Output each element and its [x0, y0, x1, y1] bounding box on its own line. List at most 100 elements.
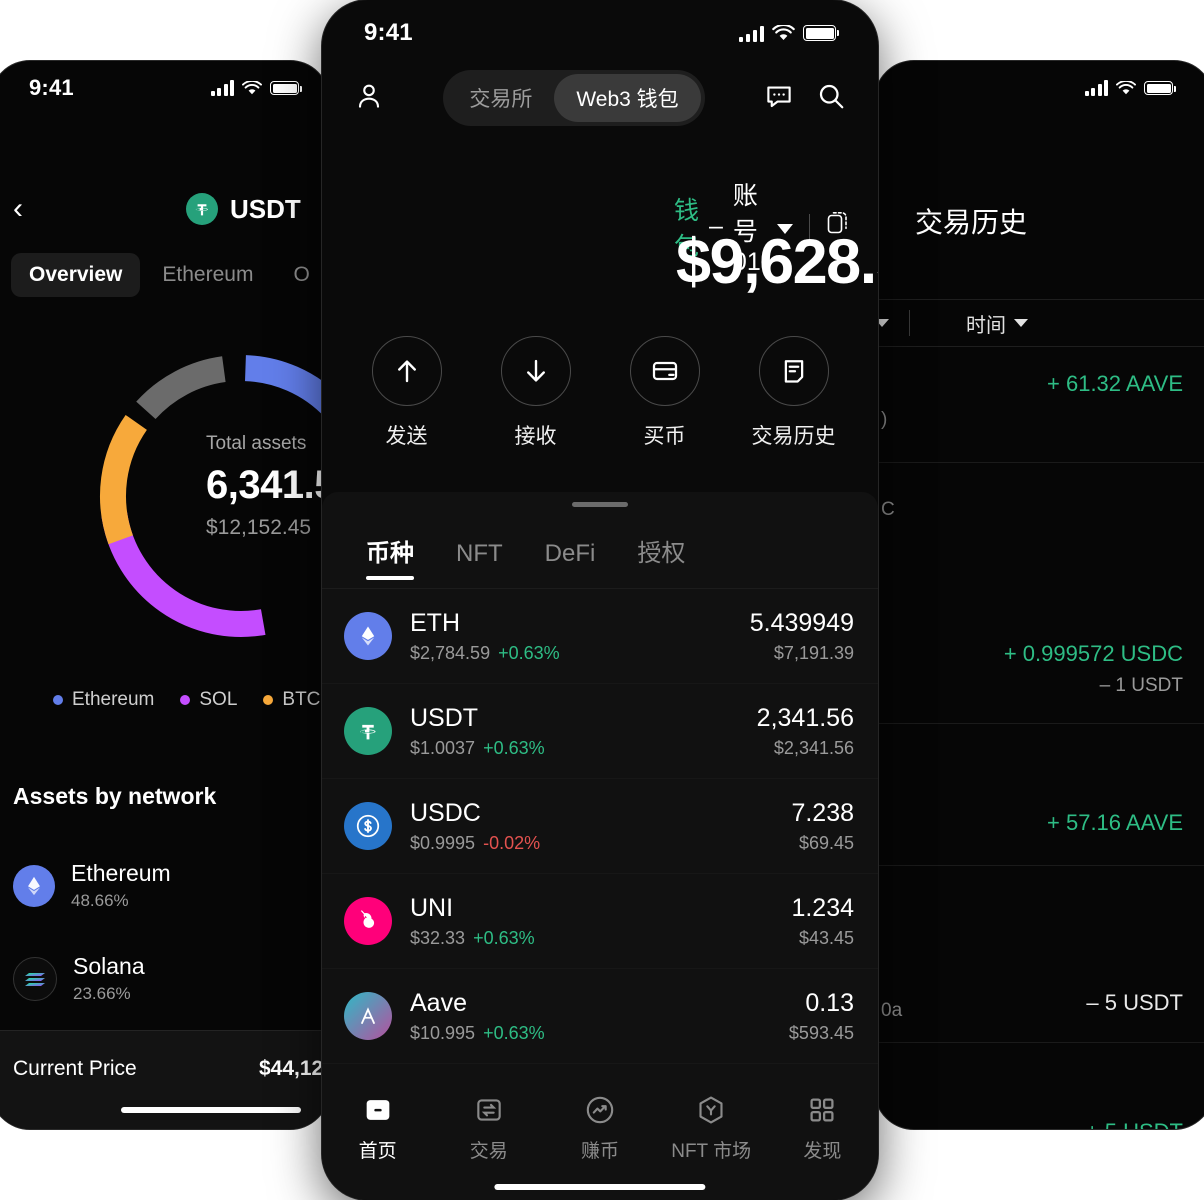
- token-info: Aave $10.995 +0.63%: [410, 989, 789, 1044]
- donut-legend: Ethereum SOL BTC: [53, 689, 320, 711]
- nav-trade[interactable]: 交易: [439, 1090, 539, 1163]
- legend-dot-sol: [180, 694, 191, 705]
- token-price-row: $0.9995 -0.02%: [410, 833, 791, 854]
- status-icons: [210, 80, 302, 96]
- action-history-label: 交易历史: [751, 425, 836, 448]
- filter-time-label: 时间: [966, 314, 1006, 337]
- legend-item-sol: SOL: [180, 689, 237, 711]
- token-change: -0.02%: [483, 832, 541, 853]
- nav-earn-label: 赚币: [580, 1141, 619, 1162]
- table-row[interactable]: – 5 USDT 0a: [875, 866, 1204, 1043]
- swap-icon: [439, 1090, 539, 1130]
- nft-hexagon-icon: [661, 1090, 761, 1130]
- chevron-down-icon[interactable]: [777, 212, 794, 241]
- left-title-text: USDT: [230, 193, 301, 224]
- token-change: +0.63%: [483, 1022, 545, 1043]
- wallet-dash: –: [709, 212, 723, 240]
- aave-icon: [344, 992, 392, 1040]
- nav-trade-label: 交易: [469, 1141, 508, 1162]
- token-amount: 1.234: [791, 893, 854, 922]
- nav-discover[interactable]: 发现: [772, 1090, 872, 1163]
- battery-icon: [1144, 81, 1176, 95]
- list-item[interactable]: ETH $2,784.59 +0.63% 5.439949 $7,191.39: [322, 589, 878, 684]
- tx-hash: C: [881, 499, 895, 520]
- wallet-action-buttons: 发送 接收: [322, 336, 878, 450]
- action-buy-label: 买币: [643, 425, 686, 448]
- person-icon[interactable]: [354, 81, 384, 116]
- sheet-grabber[interactable]: [572, 502, 628, 507]
- network-text-ethereum: Ethereum 48.66%: [71, 860, 171, 911]
- right-phone-screen: 交易历史 时间 + 61.32 AAVE ) + 0.999572 USDC –…: [875, 61, 1204, 1129]
- earn-chart-icon: [550, 1090, 650, 1130]
- table-row[interactable]: + 5 USDT ba86: [875, 1043, 1204, 1129]
- search-icon[interactable]: [816, 81, 846, 116]
- network-row-solana[interactable]: Solana 23.66%: [13, 932, 329, 1025]
- list-item[interactable]: Aave $10.995 +0.63% 0.13 $593.45: [322, 969, 878, 1064]
- list-item[interactable]: USDC $0.9995 -0.02% 7.238 $69.45: [322, 779, 878, 874]
- segment-exchange[interactable]: 交易所: [469, 88, 533, 111]
- home-indicator: [494, 1184, 706, 1190]
- token-price-row: $2,784.59 +0.63%: [410, 643, 750, 664]
- token-amount: 7.238: [791, 798, 854, 827]
- tab-nft[interactable]: NFT: [456, 540, 503, 567]
- token-fiat: $593.45: [788, 1022, 854, 1043]
- tab-tokens[interactable]: 币种: [366, 533, 414, 580]
- wallet-total-balance: $9,628.52: [676, 227, 878, 297]
- table-row[interactable]: + 0.999572 USDC – 1 USDT C: [875, 463, 1204, 724]
- tab-defi[interactable]: DeFi: [544, 540, 596, 567]
- token-info: USDC $0.9995 -0.02%: [410, 799, 791, 854]
- wallet-account-selector: 钱包 – 账号 01: [322, 176, 850, 277]
- table-row[interactable]: + 61.32 AAVE ): [875, 345, 1204, 463]
- center-phone-web3-wallet: 9:41 交易所: [322, 0, 878, 1200]
- donut-svg: [99, 355, 329, 637]
- transaction-history-title: 交易历史: [915, 207, 1028, 238]
- network-row-ethereum[interactable]: Ethereum 48.66%: [13, 839, 329, 932]
- donut-total-fiat: $12,152.45: [206, 516, 312, 539]
- action-send[interactable]: 发送: [352, 336, 462, 450]
- tab-ethereum[interactable]: Ethereum: [162, 263, 254, 286]
- tab-other[interactable]: O: [293, 263, 310, 286]
- nav-home-label: 首页: [358, 1141, 397, 1162]
- home-indicator: [121, 1107, 301, 1113]
- nav-earn[interactable]: 赚币: [550, 1090, 650, 1163]
- asset-type-tabs: 币种 NFT DeFi 授权: [322, 507, 878, 580]
- status-bar: 9:41: [0, 61, 329, 115]
- left-footer-bar: Current Price $44,12: [0, 1030, 329, 1129]
- token-fiat: $2,341.56: [773, 737, 854, 758]
- chat-bubble-icon[interactable]: [764, 81, 794, 116]
- left-nav-bar: ‹ USDT: [0, 185, 329, 233]
- ethereum-icon: [13, 864, 55, 907]
- transaction-list: + 61.32 AAVE ) + 0.999572 USDC – 1 USDT …: [875, 345, 1204, 1129]
- list-item[interactable]: UNI $32.33 +0.63% 1.234 $43.45: [322, 874, 878, 969]
- action-buy[interactable]: 买币: [610, 336, 720, 450]
- token-symbol: USDT: [410, 703, 479, 732]
- tab-overview[interactable]: Overview: [11, 253, 141, 297]
- token-fiat: $7,191.39: [773, 642, 854, 663]
- nav-nft-market[interactable]: NFT 市场: [661, 1090, 761, 1163]
- token-change: +0.63%: [473, 927, 535, 948]
- uniswap-icon: [344, 897, 392, 945]
- token-symbol: UNI: [410, 893, 454, 922]
- tx-sub-amount: – 1 USDT: [1099, 675, 1183, 696]
- action-history[interactable]: 交易历史: [739, 336, 849, 450]
- usdt-icon: [344, 707, 392, 755]
- table-row[interactable]: + 57.16 AAVE: [875, 724, 1204, 866]
- left-phone-usdt-overview: 9:41 ‹ USDT: [0, 60, 330, 1130]
- left-tab-bar: Overview Ethereum O: [11, 253, 328, 297]
- back-button[interactable]: ‹: [13, 192, 23, 225]
- copy-icon[interactable]: [826, 210, 850, 243]
- tab-approvals[interactable]: 授权: [637, 540, 686, 567]
- action-receive[interactable]: 接收: [481, 336, 591, 450]
- segment-web3-wallet[interactable]: Web3 钱包: [554, 74, 701, 122]
- list-item[interactable]: USDT $1.0037 +0.63% 2,341.56 $2,341.56: [322, 684, 878, 779]
- token-balance: 1.234 $43.45: [791, 894, 854, 949]
- wallet-account-inner[interactable]: 钱包 – 账号 01: [674, 176, 794, 277]
- status-bar: [875, 61, 1204, 115]
- filter-time[interactable]: 时间: [966, 309, 1028, 338]
- filter-left[interactable]: [875, 319, 895, 327]
- nav-home[interactable]: 首页: [328, 1090, 428, 1163]
- token-change: +0.63%: [498, 642, 560, 663]
- nav-discover-label: 发现: [803, 1141, 842, 1162]
- token-balance: 2,341.56 $2,341.56: [757, 704, 854, 759]
